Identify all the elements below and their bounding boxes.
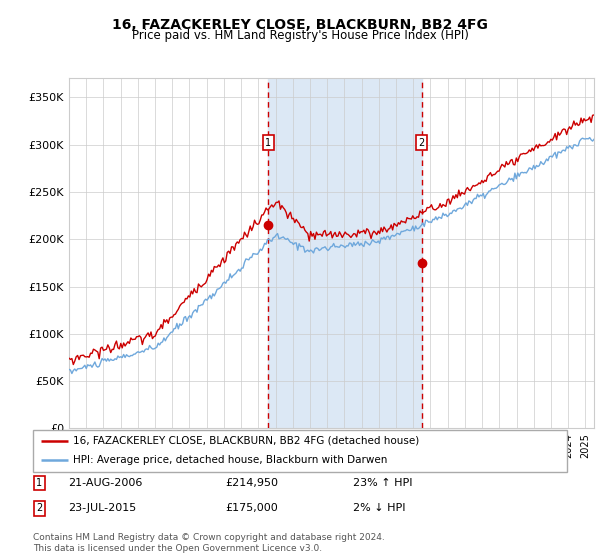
Text: 1: 1 <box>265 138 271 148</box>
Text: £175,000: £175,000 <box>225 503 278 514</box>
Text: 2: 2 <box>419 138 425 148</box>
FancyBboxPatch shape <box>33 430 567 472</box>
Text: Contains HM Land Registry data © Crown copyright and database right 2024.
This d: Contains HM Land Registry data © Crown c… <box>33 533 385 553</box>
Text: 2% ↓ HPI: 2% ↓ HPI <box>353 503 406 514</box>
Text: 21-AUG-2006: 21-AUG-2006 <box>68 478 142 488</box>
Text: 1: 1 <box>37 478 43 488</box>
Text: 2: 2 <box>36 503 43 514</box>
Bar <box>268 78 422 428</box>
Text: HPI: Average price, detached house, Blackburn with Darwen: HPI: Average price, detached house, Blac… <box>73 455 388 465</box>
Text: 23% ↑ HPI: 23% ↑ HPI <box>353 478 413 488</box>
Text: Price paid vs. HM Land Registry's House Price Index (HPI): Price paid vs. HM Land Registry's House … <box>131 29 469 42</box>
Text: 23-JUL-2015: 23-JUL-2015 <box>68 503 136 514</box>
Text: 16, FAZACKERLEY CLOSE, BLACKBURN, BB2 4FG (detached house): 16, FAZACKERLEY CLOSE, BLACKBURN, BB2 4F… <box>73 436 419 446</box>
Text: £214,950: £214,950 <box>225 478 278 488</box>
Text: 16, FAZACKERLEY CLOSE, BLACKBURN, BB2 4FG: 16, FAZACKERLEY CLOSE, BLACKBURN, BB2 4F… <box>112 18 488 32</box>
